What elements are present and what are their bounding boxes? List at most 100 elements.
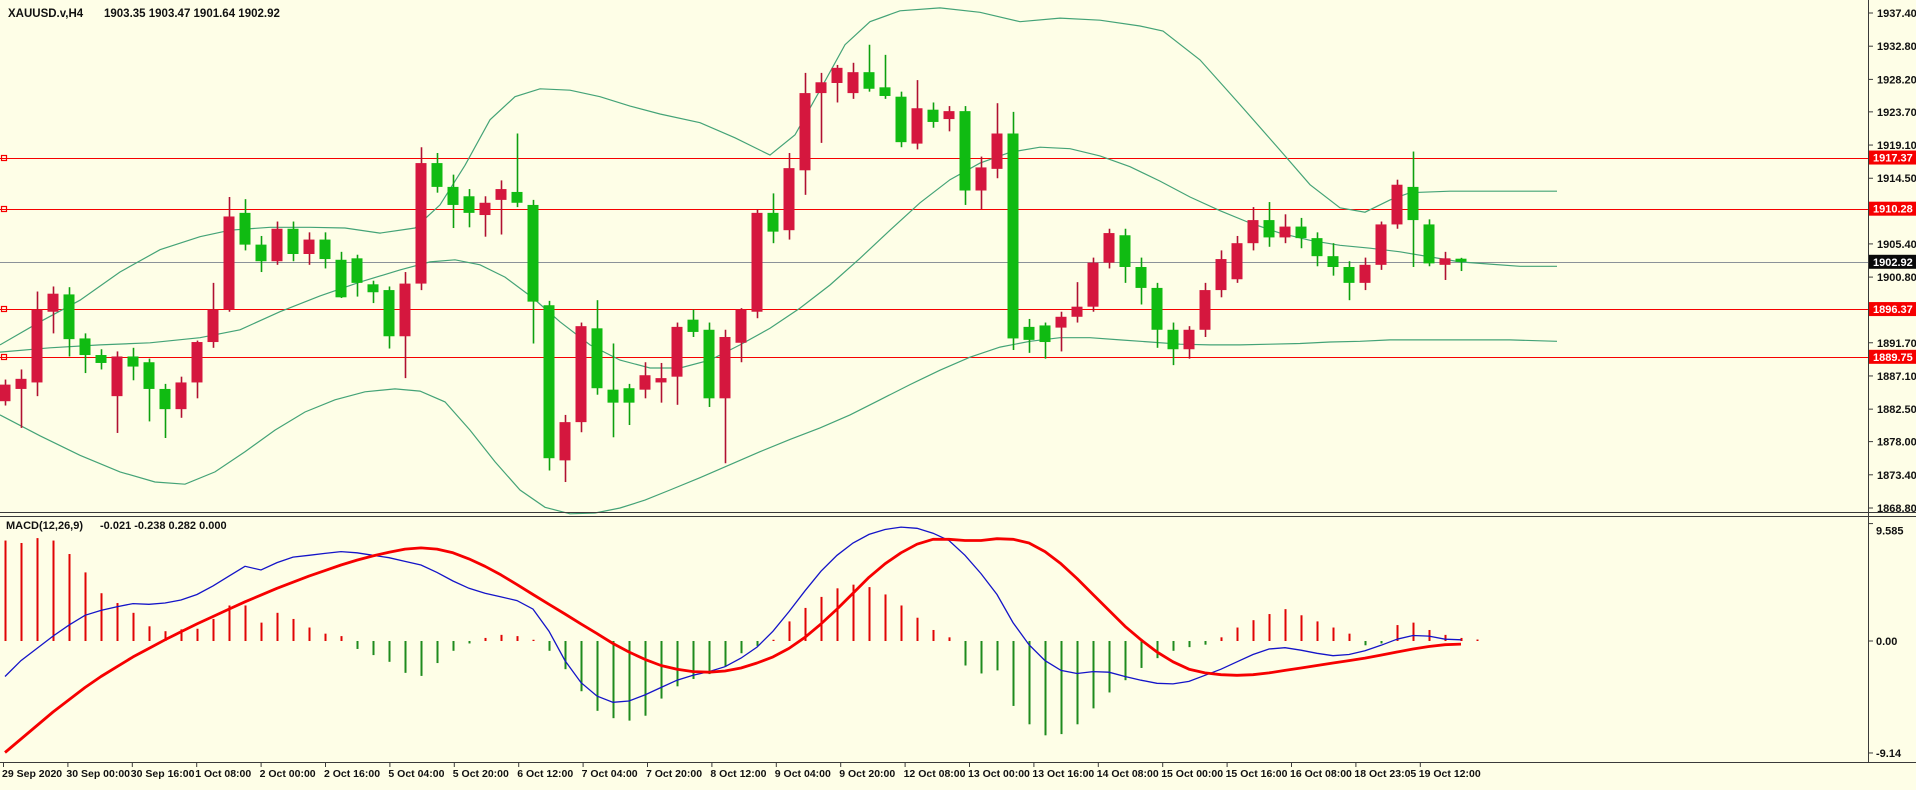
candle-body [95, 355, 107, 363]
candle-body [719, 336, 731, 399]
time-tick-label: 14 Oct 08:00 [1097, 768, 1159, 780]
candle-body [927, 109, 939, 122]
hline-handle[interactable] [0, 154, 8, 162]
macd-panel[interactable]: 9.585 0.00 -9.14 [4, 523, 1904, 760]
price-tick-label: 1882.50 [1877, 404, 1916, 416]
candle-body [447, 186, 459, 205]
time-tick-label: 13 Oct 00:00 [968, 768, 1030, 780]
candle-body [639, 375, 651, 390]
candle-body [815, 82, 827, 94]
candle-body [1183, 329, 1195, 350]
candle-body [1391, 184, 1403, 225]
candle-body [15, 378, 27, 389]
hline-handle[interactable] [0, 353, 8, 361]
candle-body [479, 202, 491, 216]
candle-body [655, 378, 667, 383]
price-level-flag[interactable] [1869, 150, 1916, 165]
macd-signal-line [4, 537, 1462, 754]
price-level-flag-label: 1910.28 [1873, 204, 1913, 216]
candle-body [1055, 316, 1067, 328]
candle-body [303, 239, 315, 255]
candle-body [399, 283, 411, 337]
candle-body [175, 382, 187, 410]
candle-body [863, 72, 875, 89]
candle-body [1279, 226, 1291, 238]
candle-body [207, 309, 219, 343]
candle-body [1247, 220, 1259, 244]
hline-handle[interactable] [0, 305, 8, 313]
candle-body [1359, 264, 1371, 283]
candle-body [1135, 266, 1147, 288]
price-level-flag[interactable] [1869, 201, 1916, 216]
time-tick-label: 6 Oct 12:00 [517, 768, 573, 780]
price-tick-label: 1900.80 [1877, 272, 1916, 284]
candle-body [1151, 287, 1163, 330]
candle-body [975, 167, 987, 191]
candle-body [623, 388, 635, 403]
candle-body [1295, 226, 1307, 239]
time-tick-label: 5 Oct 20:00 [453, 768, 509, 780]
time-tick-label: 18 Oct 23:05 [1354, 768, 1416, 780]
candle-body [783, 168, 795, 231]
time-tick-label: 5 Oct 04:00 [388, 768, 444, 780]
time-tick-label: 7 Oct 20:00 [646, 768, 702, 780]
candle-body [79, 338, 91, 356]
candle-body [543, 305, 555, 459]
candle-body [703, 329, 715, 399]
candle-body [943, 111, 955, 120]
candle-body [991, 133, 1003, 169]
candle-body [847, 72, 859, 94]
time-tick-label: 30 Sep 00:00 [66, 768, 130, 780]
time-tick-label: 1 Oct 08:00 [195, 768, 251, 780]
candle-body [767, 212, 779, 232]
time-tick-label: 2 Oct 16:00 [324, 768, 380, 780]
time-tick-label: 16 Oct 08:00 [1290, 768, 1352, 780]
candle-body [671, 326, 683, 377]
title-ohlc-values: 1903.35 1903.47 1901.64 1902.92 [104, 8, 280, 20]
main-price-panel[interactable] [0, 0, 1916, 763]
candle-body [607, 389, 619, 403]
price-level-flag[interactable] [1869, 302, 1916, 317]
time-tick-label: 9 Oct 04:00 [775, 768, 831, 780]
time-tick-label: 7 Oct 04:00 [582, 768, 638, 780]
price-tick-label: 1891.70 [1877, 338, 1916, 350]
time-tick-label: 19 Oct 12:00 [1419, 768, 1481, 780]
price-tick-label: 1914.50 [1877, 173, 1916, 185]
price-level-flag[interactable] [1869, 349, 1916, 364]
symbol-period-title: XAUUSD.v,H4 [8, 8, 84, 20]
candle-body [111, 356, 123, 397]
time-tick-label: 30 Sep 16:00 [131, 768, 195, 780]
current-price-flag-label: 1902.92 [1873, 257, 1913, 269]
candle-body [591, 328, 603, 389]
candle-body [1071, 306, 1083, 317]
price-axis[interactable]: 1937.40 1932.80 1928.20 1923.70 1919.10 1914.… [1868, 8, 1916, 515]
time-tick-label: 9 Oct 20:00 [839, 768, 895, 780]
candle-body [1023, 326, 1035, 340]
candle-body [687, 319, 699, 332]
price-level-flag-label: 1917.37 [1873, 153, 1913, 165]
candle-body [1231, 243, 1243, 280]
candle-body [575, 326, 587, 423]
candle-body [287, 228, 299, 255]
candle-body [143, 362, 155, 389]
candle-body [527, 204, 539, 302]
candle-body [1039, 325, 1051, 343]
candle-body [799, 93, 811, 171]
candle-body [367, 284, 379, 293]
candle-body [1407, 186, 1419, 221]
candle-body [959, 111, 971, 191]
price-tick-label: 1928.20 [1877, 74, 1916, 86]
time-axis[interactable]: 29 Sep 2020 30 Sep 00:00 30 Sep 16:00 1 Oct… [2, 763, 1481, 780]
candle-body [511, 191, 523, 203]
hline-handle[interactable] [0, 205, 8, 213]
candle-body [559, 422, 571, 461]
price-tick-label: 1868.80 [1877, 503, 1916, 515]
candle-body [47, 293, 59, 312]
candle-body [1423, 224, 1435, 264]
time-tick-label: 13 Oct 16:00 [1032, 768, 1094, 780]
time-tick-label: 2 Oct 00:00 [260, 768, 316, 780]
current-price-flag[interactable] [1869, 254, 1916, 269]
macd-indicator-values: -0.021 -0.238 0.282 0.000 [100, 520, 227, 532]
